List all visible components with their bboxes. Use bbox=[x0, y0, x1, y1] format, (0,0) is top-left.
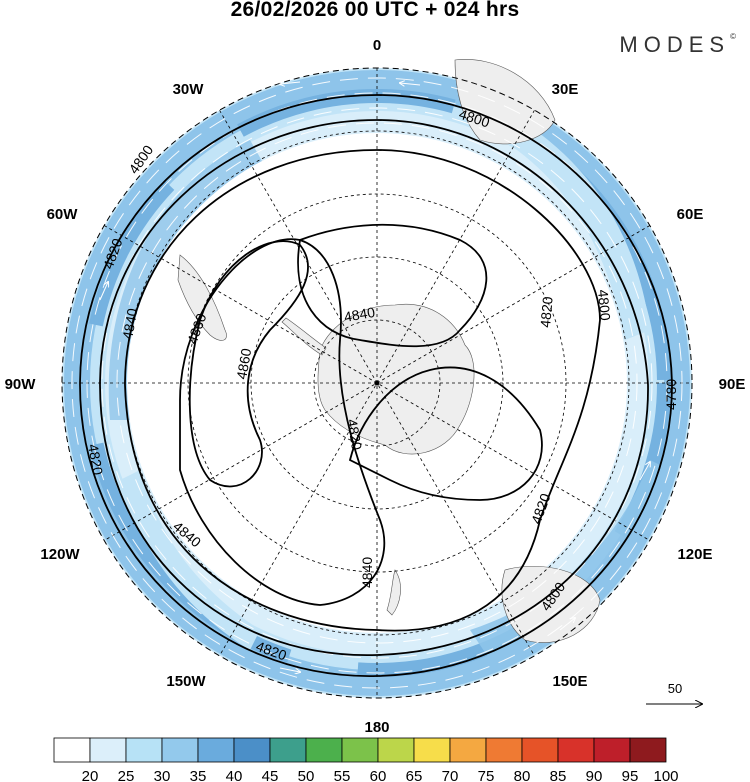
colorbar-swatch bbox=[197, 737, 235, 763]
height-contours bbox=[79, 94, 673, 677]
contour-label: 4780 bbox=[663, 379, 679, 410]
colorbar-tick-label: 65 bbox=[406, 768, 423, 782]
contour-4820-inner bbox=[348, 366, 543, 501]
contour-4860 bbox=[188, 240, 309, 488]
colorbar-tick-label: 60 bbox=[370, 768, 387, 782]
south-america bbox=[177, 254, 227, 341]
map-boundary bbox=[61, 67, 693, 699]
colorbar-tick-label: 70 bbox=[442, 768, 459, 782]
colorbar-swatch bbox=[521, 737, 559, 763]
lon-label-30w: 30W bbox=[173, 81, 205, 98]
lon-label-60w: 60W bbox=[47, 206, 79, 223]
antarctic-peninsula bbox=[281, 317, 327, 356]
lon-label-60e: 60E bbox=[677, 206, 704, 223]
colorbar-swatch bbox=[377, 737, 415, 763]
contour-label: 4800 bbox=[595, 289, 614, 322]
africa bbox=[454, 59, 556, 145]
contour-4800 bbox=[99, 119, 649, 656]
contour-4780 bbox=[79, 94, 673, 677]
colorbar-tick-label: 35 bbox=[190, 768, 207, 782]
colorbar-swatch bbox=[629, 737, 667, 763]
colorbar-tick-label: 100 bbox=[653, 768, 678, 782]
colorbar-swatch bbox=[269, 737, 307, 763]
lon-label-180: 180 bbox=[364, 719, 389, 736]
lon-label-90w: 90W bbox=[5, 376, 37, 393]
contour-label: 4860 bbox=[233, 347, 254, 381]
map-title: 26/02/2026 00 UTC + 024 hrs bbox=[230, 0, 520, 21]
lon-label-150e: 150E bbox=[552, 673, 587, 690]
colorbar-swatch bbox=[125, 737, 163, 763]
colorbar-swatch bbox=[233, 737, 271, 763]
colorbar-tick-label: 50 bbox=[298, 768, 315, 782]
reference-vector-label: 50 bbox=[668, 681, 682, 696]
lon-label-30e: 30E bbox=[552, 81, 579, 98]
contour-4820 bbox=[124, 149, 601, 632]
reference-vector: 50 bbox=[646, 681, 702, 704]
contour-label: 4840 bbox=[359, 557, 375, 588]
colorbar-tick-label: 55 bbox=[334, 768, 351, 782]
colorbar-tick-label: 20 bbox=[82, 768, 99, 782]
contour-4840-b bbox=[179, 238, 386, 606]
contour-labels: 4800 4800 4820 4840 4860 4860 4840 4820 … bbox=[85, 106, 679, 664]
colorbar-swatch bbox=[53, 737, 91, 763]
lon-label-120w: 120W bbox=[40, 546, 80, 563]
colorbar-swatch bbox=[413, 737, 451, 763]
brand-name: MODES bbox=[619, 32, 731, 57]
lon-label-90e: 90E bbox=[719, 376, 746, 393]
colorbar-swatch bbox=[89, 737, 127, 763]
colorbar-tick-label: 25 bbox=[118, 768, 135, 782]
colorbar-tick-label: 95 bbox=[622, 768, 639, 782]
lon-label-150w: 150W bbox=[166, 673, 206, 690]
contour-label: 4820 bbox=[537, 296, 556, 329]
colorbar-tick-label: 30 bbox=[154, 768, 171, 782]
colorbar-tick-label: 90 bbox=[586, 768, 603, 782]
colorbar-swatch bbox=[593, 737, 631, 763]
brand-logo: MODES© bbox=[619, 32, 736, 58]
contour-label: 4840 bbox=[343, 304, 377, 325]
contour-label: 4820 bbox=[85, 443, 106, 477]
colorbar-swatch bbox=[485, 737, 523, 763]
colorbar-swatch bbox=[341, 737, 379, 763]
colorbar-swatch bbox=[305, 737, 343, 763]
contour-4840-a bbox=[297, 223, 488, 348]
new-zealand bbox=[386, 569, 401, 616]
wind-vectors bbox=[71, 77, 683, 689]
copyright-mark: © bbox=[730, 32, 736, 41]
lon-label-0: 0 bbox=[373, 37, 381, 54]
colorbar-swatch bbox=[449, 737, 487, 763]
contour-label: 4820 bbox=[344, 418, 365, 452]
colorbar-swatch bbox=[557, 737, 595, 763]
contour-label: 4840 bbox=[119, 307, 140, 341]
colorbar-swatch bbox=[161, 737, 199, 763]
colorbar-tick-label: 75 bbox=[478, 768, 495, 782]
colorbar-tick-label: 45 bbox=[262, 768, 279, 782]
colorbar-tick-label: 80 bbox=[514, 768, 531, 782]
colorbar-tick-label: 85 bbox=[550, 768, 567, 782]
longitude-labels: 0 30E 60E 90E 120E 150E 180 150W 120W 90… bbox=[5, 37, 746, 736]
colorbar: 20 25 30 35 40 45 50 55 60 65 70 75 80 85 90 95 100 bbox=[53, 737, 679, 782]
antarctica bbox=[317, 303, 475, 455]
south-pole-marker bbox=[374, 380, 380, 386]
lon-label-120e: 120E bbox=[677, 546, 712, 563]
colorbar-tick-label: 40 bbox=[226, 768, 243, 782]
